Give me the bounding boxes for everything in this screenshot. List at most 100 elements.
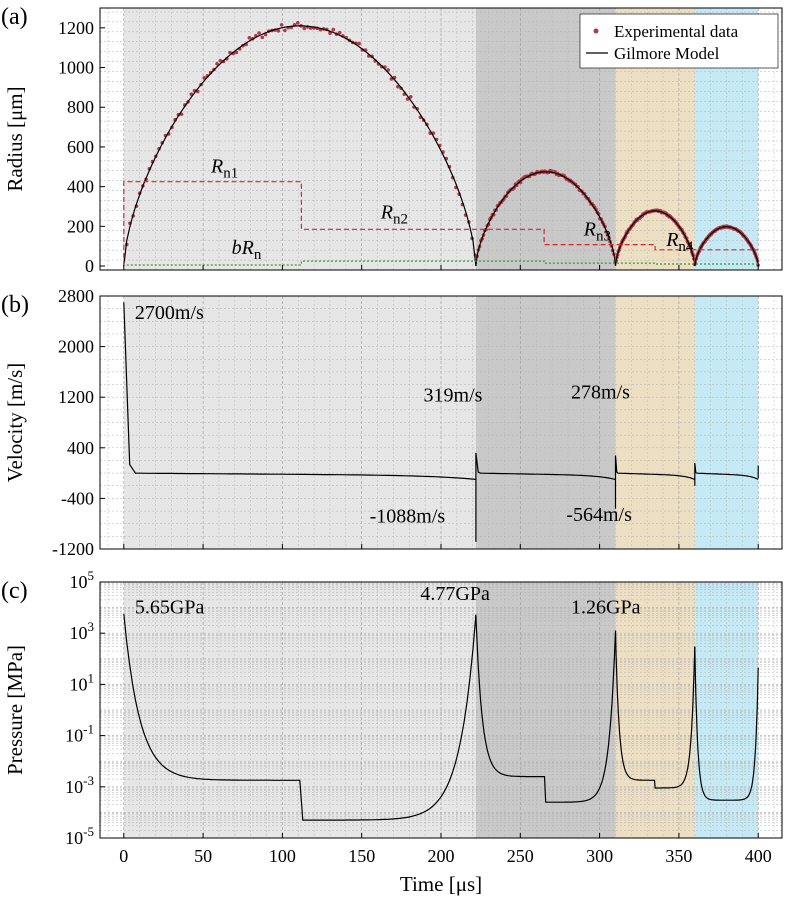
pressure-curve — [475, 615, 617, 803]
experimental-point — [276, 28, 281, 33]
annotation-sub: n — [254, 247, 262, 263]
annotation-main: R — [665, 229, 678, 251]
annotation-label: Rn4 — [665, 229, 694, 255]
y-tick-exponent: 5 — [88, 568, 95, 583]
panel-pressure: 5.65GPa4.77GPa1.26GPa10-510-310-11011031… — [1, 568, 783, 848]
y-axis-label-radius: Radius [μm] — [3, 86, 27, 191]
y-tick-label: 10-3 — [65, 773, 94, 797]
y-tick-base: 10 — [70, 623, 88, 643]
annotation-main: R — [380, 201, 393, 223]
velocity-curve — [614, 455, 696, 509]
annotation-main: R — [210, 156, 223, 178]
experimental-point — [279, 23, 284, 27]
experimental-point — [337, 30, 342, 35]
experimental-point — [396, 84, 400, 89]
experimental-point — [202, 76, 206, 80]
pressure-annotation: 5.65GPa — [135, 596, 205, 618]
annotation-main: R — [583, 218, 596, 240]
experimental-point — [215, 62, 219, 66]
region-band — [615, 582, 695, 838]
experimental-point — [357, 41, 361, 46]
y-tick-label: 800 — [67, 97, 94, 117]
annotation-label: bRn — [232, 237, 262, 263]
experimental-point — [295, 21, 300, 25]
gilmore-model-curve — [475, 171, 617, 267]
x-tick-label: 250 — [507, 846, 534, 866]
y-tick-base: 10 — [65, 828, 83, 848]
y-tick-base: 10 — [65, 777, 83, 797]
x-tick-label: 200 — [428, 846, 455, 866]
y-tick-label: 2000 — [58, 337, 94, 357]
y-tick-exponent: -1 — [83, 722, 94, 737]
panel-velocity: 2700m/s 319m/s 278m/s -1088m/s -564m/s -1200 -… — [1, 286, 783, 559]
y-tick-label: 101 — [70, 670, 95, 694]
annotation-sub: n2 — [393, 211, 408, 227]
annotation-main: bR — [232, 237, 254, 259]
x-tick-label: 50 — [194, 846, 212, 866]
experimental-point — [257, 31, 261, 35]
y-tick-exponent: -3 — [83, 773, 94, 788]
y-tick-exponent: 1 — [88, 670, 95, 685]
pressure-curve — [614, 630, 696, 789]
experimental-point — [331, 27, 336, 32]
panel-label: (b) — [1, 292, 29, 318]
y-tick-label: -1200 — [52, 539, 94, 559]
annotation-label: Rn1 — [210, 156, 238, 182]
annotation-sub: n1 — [223, 166, 238, 182]
annotation-sub: n4 — [678, 239, 694, 255]
y-tick-label: 103 — [70, 619, 95, 643]
pressure-annotation: 4.77GPa — [420, 583, 490, 605]
velocity-curve — [123, 302, 476, 480]
x-tick-label: 300 — [586, 846, 613, 866]
y-tick-label: 400 — [67, 177, 94, 197]
velocity-annotation: -564m/s — [566, 504, 632, 526]
y-tick-label: 1200 — [58, 387, 94, 407]
velocity-annotation: 278m/s — [571, 381, 630, 403]
annotation-label: Rn2 — [380, 201, 408, 227]
legend-entry-model: Gilmore Model — [614, 44, 720, 63]
velocity-annotation: 2700m/s — [135, 302, 204, 324]
y-tick-base: 10 — [70, 674, 88, 694]
experimental-point — [260, 35, 265, 40]
y-tick-label: 1200 — [58, 18, 94, 38]
legend-box — [579, 13, 779, 69]
y-tick-label: 10-5 — [65, 824, 94, 848]
x-tick-label: 400 — [745, 846, 772, 866]
y-tick-exponent: -5 — [83, 824, 94, 839]
y-tick-label: 400 — [67, 438, 94, 458]
region-band — [123, 8, 476, 270]
gilmore-model-curve — [614, 210, 696, 267]
experimental-point — [302, 26, 307, 31]
velocity-curve — [475, 452, 616, 542]
y-axis-label-velocity: Velocity [m/s] — [3, 363, 27, 483]
y-tick-label: 1000 — [58, 58, 94, 78]
x-axis-label: Time [μs] — [400, 872, 482, 896]
y-tick-label: -400 — [61, 488, 94, 508]
y-tick-label: 600 — [67, 137, 94, 157]
y-tick-exponent: 3 — [88, 619, 95, 634]
experimental-point — [228, 50, 232, 55]
panel-label: (c) — [1, 578, 28, 604]
velocity-annotation: -1088m/s — [370, 505, 446, 527]
pressure-curve — [694, 646, 759, 801]
experimental-point — [234, 50, 239, 55]
pressure-curve — [123, 613, 477, 821]
legend-marker-experimental — [593, 28, 599, 34]
velocity-curve — [694, 462, 759, 486]
y-tick-label: 2800 — [58, 286, 94, 306]
panel-label: (a) — [1, 4, 28, 30]
y-tick-label: 10-1 — [65, 722, 94, 746]
gilmore-model-curve — [123, 25, 477, 267]
experimental-point — [247, 36, 252, 40]
pressure-annotation: 1.26GPa — [571, 596, 641, 618]
y-tick-label: 105 — [70, 568, 95, 592]
y-tick-base: 10 — [70, 572, 88, 592]
experimental-point — [283, 28, 287, 33]
experimental-point — [328, 31, 332, 36]
x-tick-label: 150 — [348, 846, 375, 866]
rn-step-line — [123, 181, 759, 266]
velocity-annotation: 319m/s — [424, 385, 483, 407]
x-tick-label: 100 — [269, 846, 296, 866]
y-tick-label: 200 — [67, 216, 94, 236]
y-axis-label-pressure: Pressure [MPa] — [3, 645, 27, 775]
